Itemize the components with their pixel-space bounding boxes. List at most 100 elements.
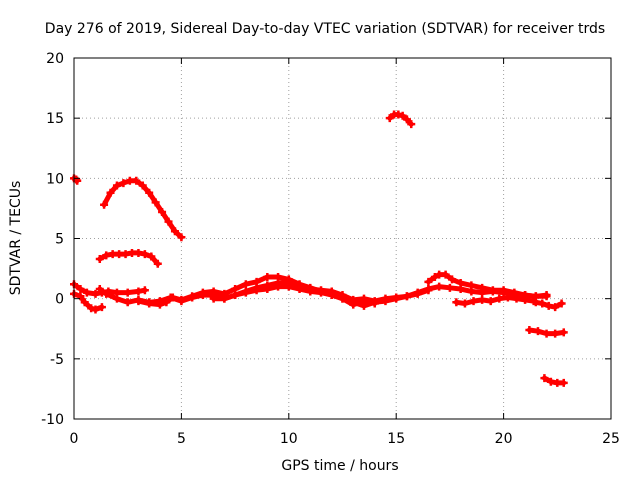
data-point [478,295,487,304]
series-sat-l [531,298,566,312]
series-trace [211,284,378,308]
data-point [430,273,439,282]
data-point [209,294,218,303]
data-point [164,217,173,226]
y-axis-label: SDTVAR / TECUs [8,181,24,296]
data-point [478,283,487,292]
data-point [252,286,261,295]
series-sat-d [100,176,186,242]
data-point [112,294,121,303]
chart-title: Day 276 of 2019, Sidereal Day-to-day VTE… [45,21,605,37]
y-tick-label: -10 [41,412,64,428]
data-point [381,297,390,306]
data-point [112,181,121,190]
grid [74,58,611,419]
data-point [177,233,186,242]
data-point [512,294,521,303]
data-point [407,120,416,129]
data-point [151,198,160,207]
data-point [349,300,358,309]
x-tick-label: 5 [177,431,186,447]
data-point [460,299,469,308]
x-tick-label: 0 [70,431,79,447]
data-point [153,259,162,268]
data-point [510,288,519,297]
data-point [177,295,186,304]
data-point [499,286,508,295]
data-point [284,282,293,291]
data-point [76,292,85,301]
data-point [551,329,560,338]
data-point [448,275,457,284]
data-point [295,285,304,294]
data-point [424,285,433,294]
data-point [424,277,433,286]
data-point [327,291,336,300]
data-point [402,292,411,301]
data-point [100,200,109,209]
data-point [370,299,379,308]
data-point [241,288,250,297]
axis-ticks: 0 5 10 15 20 25 -10 -5 0 5 10 15 20 [41,51,620,447]
series-sat-j [424,270,551,301]
series-sat-e [95,248,162,268]
data-point [134,297,143,306]
series-layer [70,110,568,387]
data-point [467,281,476,290]
data-point [542,329,551,338]
y-tick-label: 5 [55,232,64,248]
data-point [82,288,91,297]
data-point [95,285,104,294]
data-point [76,285,85,294]
x-tick-label: 25 [602,431,620,447]
data-point [140,286,149,295]
data-point [392,294,401,303]
data-point [263,285,272,294]
data-point [147,252,156,261]
data-point [402,115,411,124]
x-tick-label: 15 [387,431,405,447]
data-point [398,111,407,120]
data-point [263,273,272,282]
data-point [525,325,534,334]
series-sat-i [385,110,416,129]
data-point [559,328,568,337]
data-point [284,275,293,284]
data-point [540,374,549,383]
data-point [106,188,115,197]
data-point [80,298,89,307]
data-point [97,303,106,312]
y-tick-label: 10 [46,171,64,187]
data-point [170,227,179,236]
data-point [551,303,560,312]
data-point [123,298,132,307]
series-sat-h [209,282,379,309]
data-point [145,299,154,308]
data-point [274,282,283,291]
series-trace [453,295,537,306]
data-point [123,288,132,297]
data-point [452,298,461,307]
data-point [91,305,100,314]
data-point [119,179,128,188]
series-sat-n [540,374,568,387]
data-point [274,273,283,282]
data-point [220,294,229,303]
data-point [435,282,444,291]
data-point [486,297,495,306]
data-point [138,181,147,190]
data-point [252,277,261,286]
x-tick-label: 20 [495,431,513,447]
data-point [559,378,568,387]
y-tick-label: 0 [55,292,64,308]
data-point [533,327,542,336]
data-point [102,289,111,298]
series-sat-a [70,174,82,185]
data-point [359,297,368,306]
data-point [495,294,504,303]
data-point [469,297,478,306]
data-point [231,291,240,300]
data-point [542,291,551,300]
data-point [158,208,167,217]
